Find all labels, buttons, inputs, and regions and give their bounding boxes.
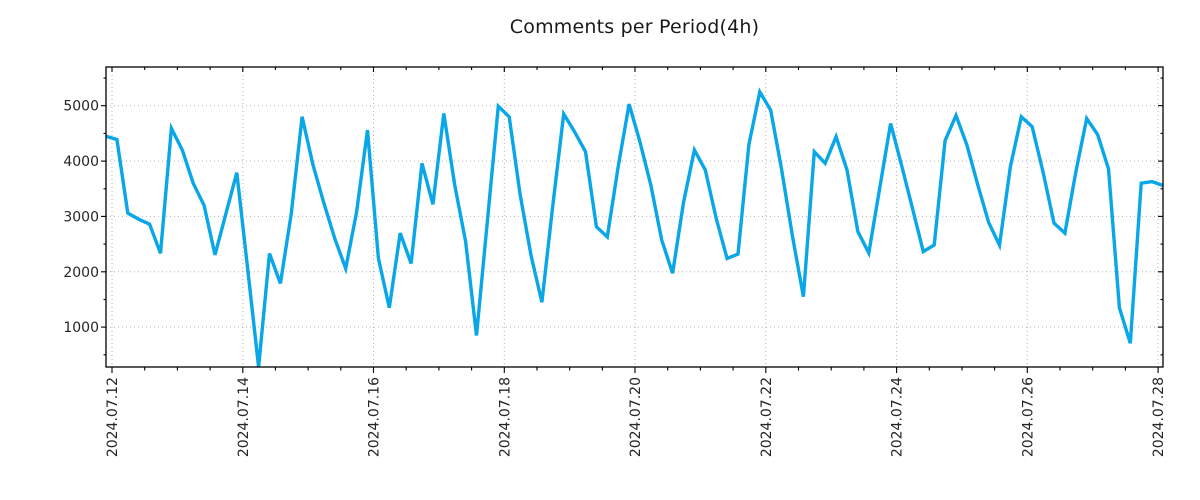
x-tick-label: 2024.07.20: [628, 377, 644, 457]
y-tick-label: 1000: [63, 320, 99, 336]
x-tick-label: 2024.07.14: [236, 377, 252, 457]
y-tick-label: 2000: [63, 265, 99, 281]
x-tick-label: 2024.07.18: [497, 377, 513, 457]
x-tick-label: 2024.07.22: [759, 377, 775, 457]
x-tick-label: 2024.07.16: [367, 377, 383, 457]
y-tick-label: 3000: [63, 209, 99, 225]
x-tick-label: 2024.07.28: [1151, 377, 1167, 457]
y-tick-label: 4000: [63, 154, 99, 170]
data-series-line: [105, 87, 1164, 368]
y-tick-label: 5000: [63, 99, 99, 115]
x-tick-label: 2024.07.26: [1020, 377, 1036, 457]
x-tick-label: 2024.07.12: [105, 377, 121, 457]
plot-border: [105, 66, 1164, 368]
x-tick-label: 2024.07.24: [890, 377, 906, 457]
chart-title: Comments per Period(4h): [509, 16, 760, 38]
